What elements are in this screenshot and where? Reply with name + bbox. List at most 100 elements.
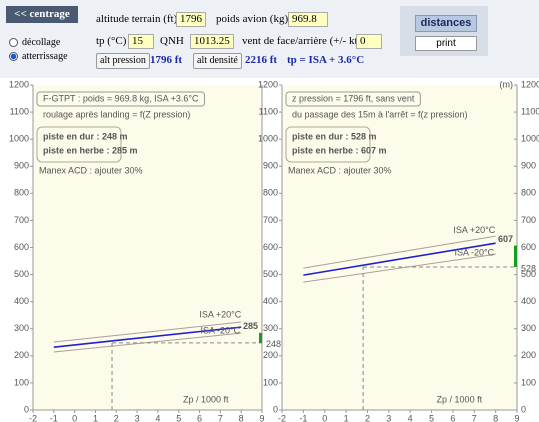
dur-value: 528 (521, 263, 536, 273)
x-tick-label: 4 (155, 413, 160, 422)
y-tick-label: 500 (521, 269, 536, 279)
x-tick-label: -2 (278, 413, 286, 422)
input[interactable]: 0 (356, 34, 382, 49)
distances-button[interactable]: distances (415, 15, 477, 32)
title-box (36, 91, 206, 107)
x-tick-label: 7 (218, 413, 223, 422)
y-tick-label: 700 (521, 215, 536, 225)
y-tick-label: 100 (14, 377, 29, 387)
series-line (53, 321, 242, 343)
input[interactable]: 1796 (176, 12, 206, 27)
label: tp (°C) (96, 35, 127, 47)
radio-label[interactable]: atterrissage (22, 51, 68, 62)
x-tick-label: 1 (93, 413, 98, 422)
label: poids avion (kg) (216, 13, 289, 25)
dur-value: 248 (266, 339, 281, 349)
y-tick-label: 900 (14, 161, 29, 171)
y-tick-label: 1200 (258, 79, 278, 89)
print-button[interactable]: print (415, 36, 477, 51)
result-line: piste en herbe : 607 m (292, 145, 387, 155)
series-line (303, 253, 496, 283)
y-tick-label: 200 (263, 350, 278, 360)
chart-title: F-GTPT : poids = 969.8 kg, ISA +3.6°C (43, 93, 199, 103)
y-tick-label: 1200 (9, 79, 29, 89)
y-tick-label: 900 (521, 161, 536, 171)
x-tick-label: 0 (72, 413, 77, 422)
y-tick-label: 1000 (9, 134, 29, 144)
x-axis-label: Zp / 1000 ft (437, 394, 483, 404)
results-box (285, 126, 371, 163)
y-tick-label: 600 (521, 242, 536, 252)
x-tick-label: 5 (429, 413, 434, 422)
y-tick-label: 600 (14, 242, 29, 252)
y-tick-label: 800 (14, 188, 29, 198)
herbe-value: 607 (498, 234, 513, 244)
input[interactable]: 1013.25 (190, 34, 234, 49)
radio[interactable] (9, 52, 18, 61)
y-tick-label: 300 (521, 323, 536, 333)
series-label: ISA +20°C (199, 310, 241, 320)
note: Manex ACD : ajouter 30% (288, 165, 392, 175)
y-tick-label: 1100 (10, 106, 29, 116)
y-tick-label: 700 (263, 215, 278, 225)
series-line (303, 242, 496, 276)
y-tick-label: 600 (263, 242, 278, 252)
x-tick-label: 9 (259, 413, 264, 422)
y-tick-label: 0 (24, 404, 29, 414)
x-tick-label: 4 (408, 413, 413, 422)
y-tick-label: 100 (263, 377, 278, 387)
y-tick-label: 500 (14, 269, 29, 279)
y-tick-label: 500 (263, 269, 278, 279)
results-box (36, 126, 122, 163)
toolbar: << centrage décollage atterrissage altitu… (0, 0, 539, 78)
y-tick-label: 300 (263, 323, 278, 333)
y-tick-label: 1100 (259, 106, 278, 116)
alt-pression-button[interactable]: alt pression (96, 53, 150, 69)
chart-title: z pression = 1796 ft, sans vent (292, 93, 415, 103)
y-tick-label: 400 (521, 296, 536, 306)
input[interactable]: 15 (128, 34, 154, 49)
range-bar (514, 245, 517, 267)
title-box (285, 91, 421, 107)
y-tick-label: 400 (14, 296, 29, 306)
label: vent de face/arrière (+/- kt) (242, 35, 362, 47)
plot-area (282, 85, 517, 410)
radio[interactable] (9, 38, 18, 47)
chart-subtitle: du passage des 15m à l'arrêt = f(z press… (292, 109, 468, 119)
y-tick-label: 400 (263, 296, 278, 306)
series-label: ISA -20°C (454, 248, 494, 258)
y-tick-label: 800 (263, 188, 278, 198)
label: altitude terrain (ft) (96, 13, 178, 25)
x-tick-label: 0 (322, 413, 327, 422)
x-tick-label: 5 (176, 413, 181, 422)
y-tick-label: 800 (521, 188, 536, 198)
result-line: piste en dur : 528 m (292, 131, 377, 141)
x-tick-label: 6 (450, 413, 455, 422)
radio-label[interactable]: décollage (22, 37, 61, 48)
note: Manex ACD : ajouter 30% (39, 165, 143, 175)
y-tick-label: 300 (14, 323, 29, 333)
series-line (303, 235, 496, 269)
x-tick-label: 2 (114, 413, 119, 422)
series-label: ISA +20°C (453, 225, 495, 235)
x-axis-label: Zp / 1000 ft (183, 394, 229, 404)
x-tick-label: -2 (29, 413, 37, 422)
y-tick-label: 200 (521, 350, 536, 360)
y-tick-label: 100 (521, 377, 536, 387)
series-label: ISA -20°C (201, 326, 241, 336)
x-tick-label: 7 (472, 413, 477, 422)
x-tick-label: -1 (50, 413, 58, 422)
y-tick-label: 0 (521, 404, 526, 414)
range-bar (259, 332, 262, 343)
x-tick-label: 8 (239, 413, 244, 422)
y-tick-label: 900 (263, 161, 278, 171)
x-tick-label: 9 (514, 413, 519, 422)
plot-area (33, 85, 262, 410)
chart-subtitle: roulage après landing = f(Z pression) (43, 109, 190, 119)
centrage-button[interactable]: << centrage (6, 6, 78, 23)
y-tick-label: 200 (14, 350, 29, 360)
input[interactable]: 969.8 (288, 12, 328, 27)
alt-densite-button[interactable]: alt densité (193, 53, 242, 69)
unit-label: (m) (500, 79, 514, 89)
